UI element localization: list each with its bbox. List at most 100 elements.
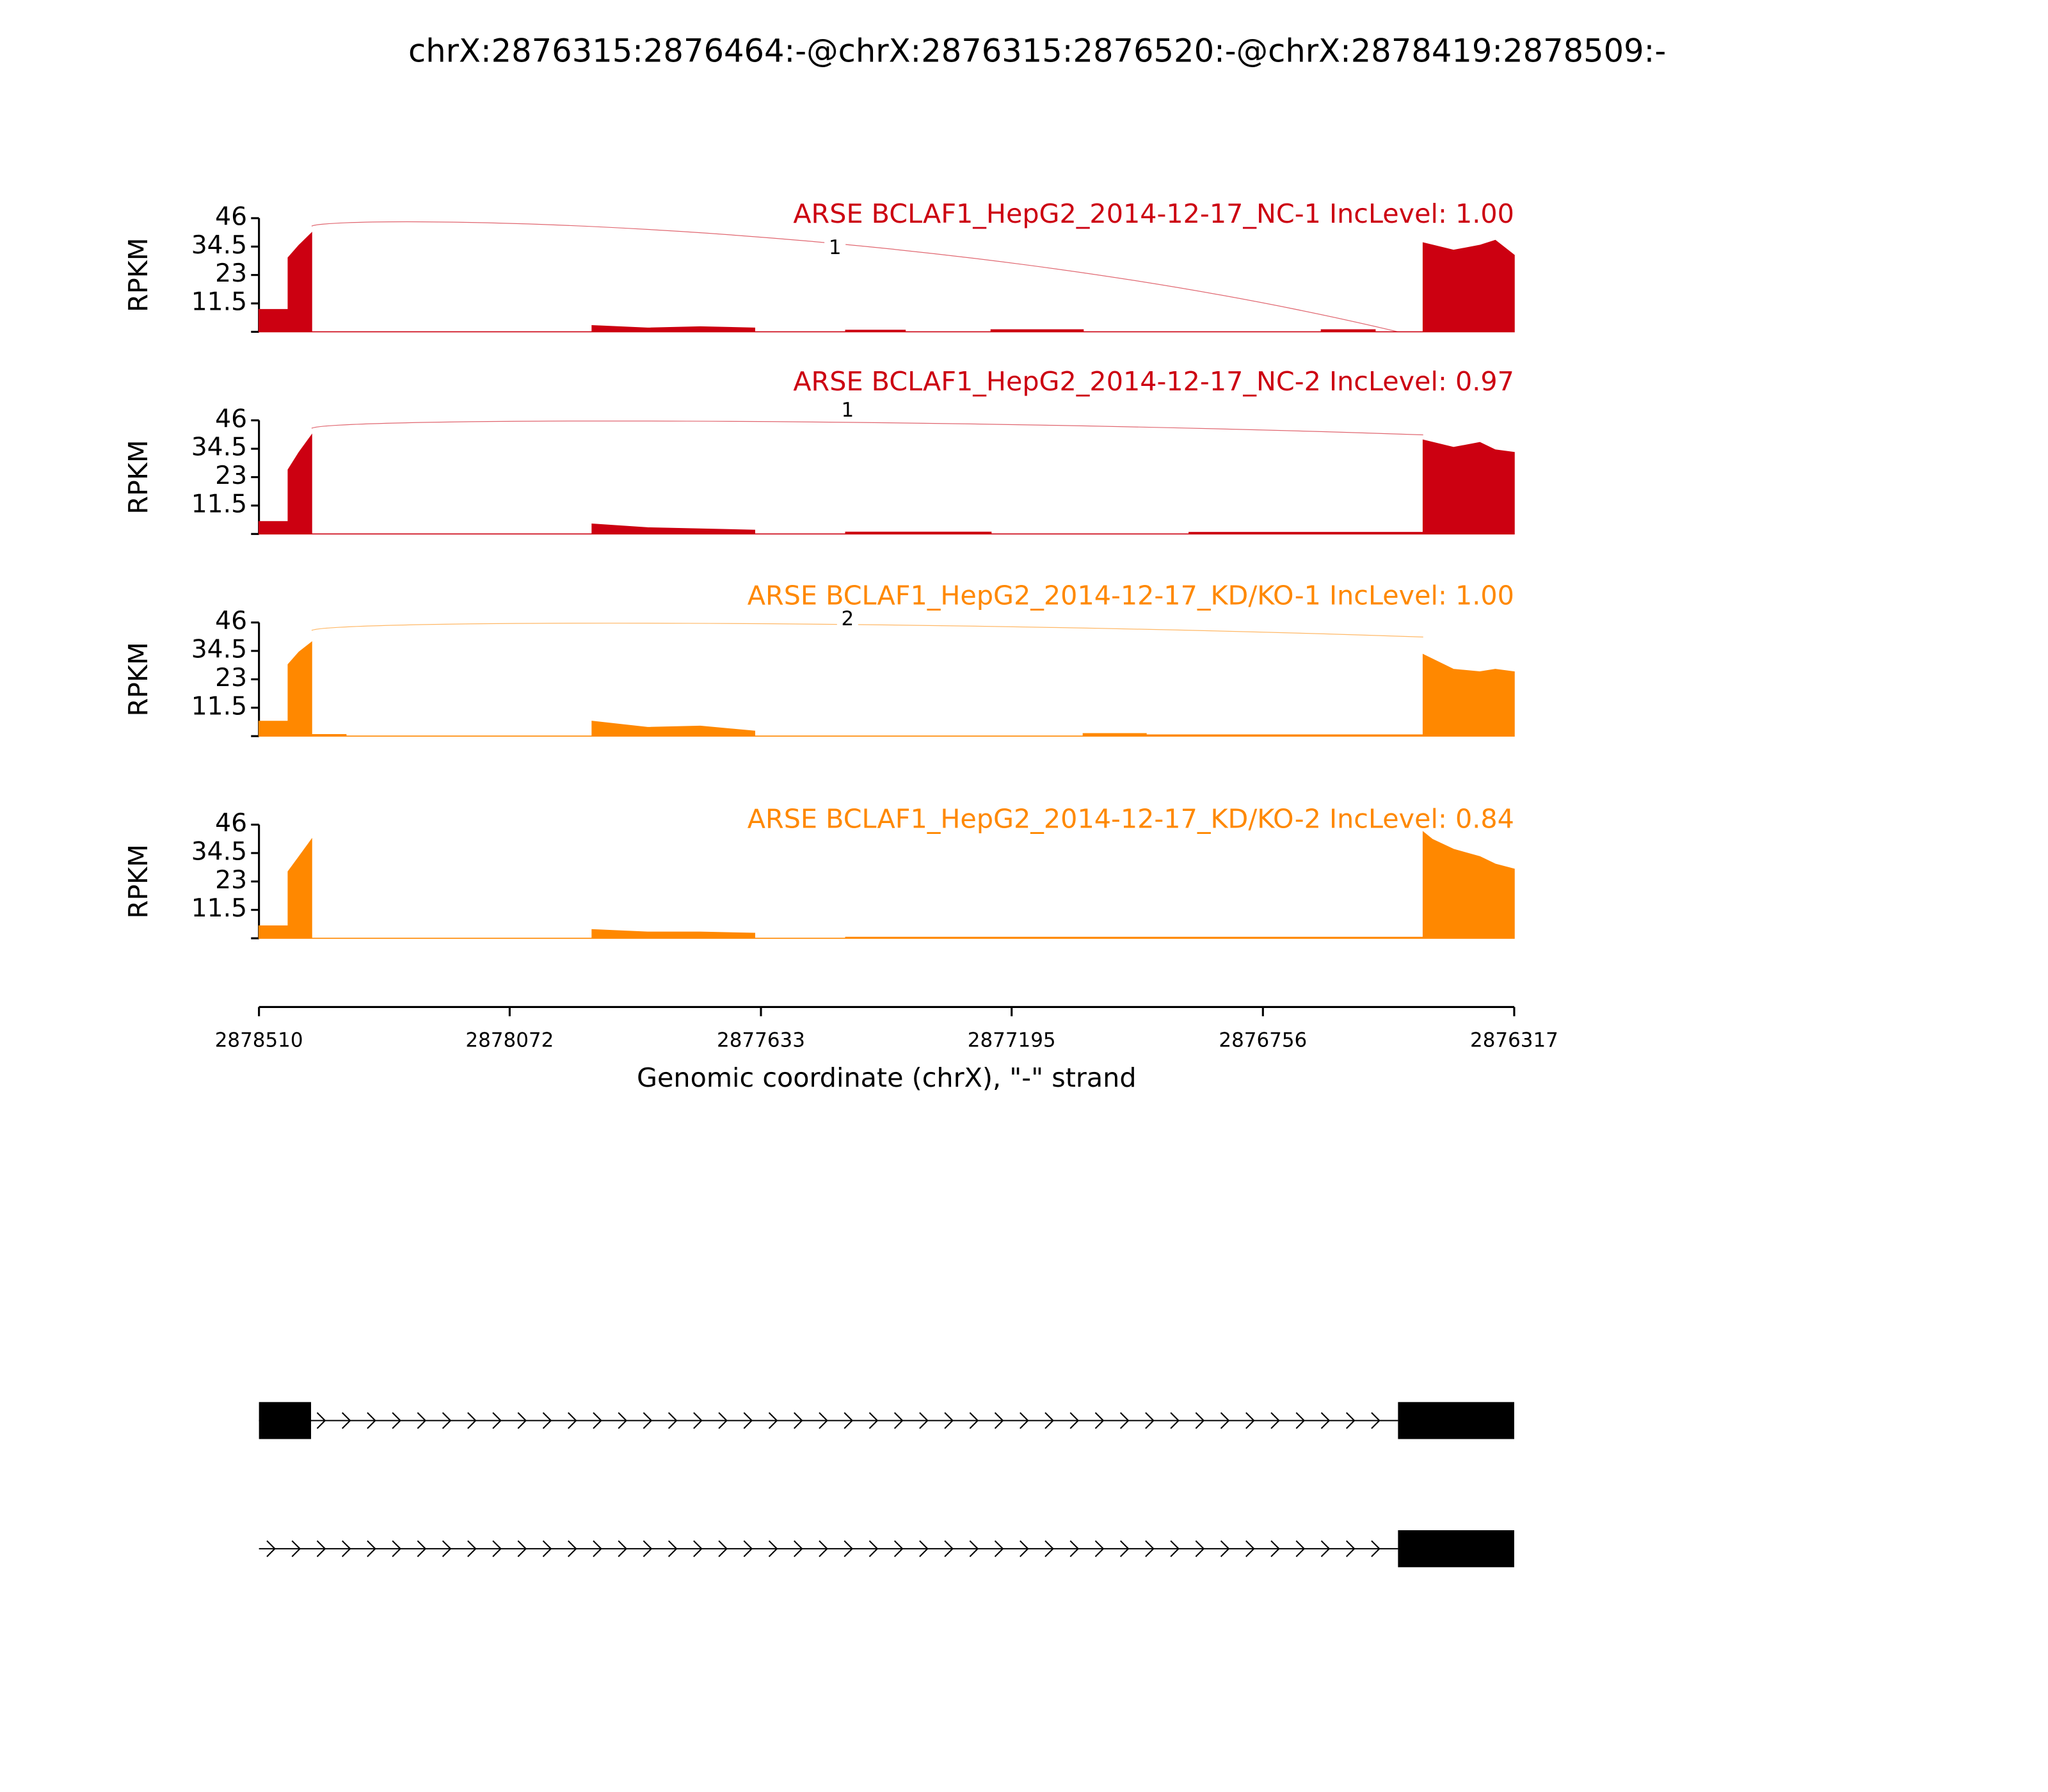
strand-chevron <box>1119 1540 1130 1557</box>
junction-label: 1 <box>829 236 842 259</box>
strand-chevron <box>819 1412 828 1429</box>
strand-chevron <box>367 1540 376 1557</box>
y-tick-label: 11.5 <box>191 692 247 721</box>
strand-chevron <box>969 1540 979 1557</box>
strand-chevron <box>392 1540 402 1557</box>
y-tick-label: 46 <box>215 202 247 231</box>
x-tick-label: 2876317 <box>1470 1029 1558 1052</box>
strand-chevron <box>618 1540 628 1557</box>
strand-chevron <box>743 1412 753 1429</box>
strand-chevron <box>969 1412 979 1429</box>
strand-chevron <box>718 1540 728 1557</box>
strand-chevron <box>1170 1540 1180 1557</box>
strand-chevron <box>1119 1412 1130 1429</box>
x-axis-label: Genomic coordinate (chrX), "-" strand <box>637 1062 1137 1093</box>
strand-chevron <box>341 1540 351 1557</box>
y-tick-label: 11.5 <box>191 490 247 518</box>
junction-label-bg <box>836 400 858 422</box>
strand-chevron <box>794 1412 803 1429</box>
strand-chevron <box>1295 1540 1306 1557</box>
strand-chevron <box>1195 1412 1205 1429</box>
y-tick-label: 46 <box>215 809 247 838</box>
strand-chevron <box>442 1540 452 1557</box>
strand-chevron <box>1044 1412 1054 1429</box>
strand-chevron <box>1170 1412 1180 1429</box>
track-title: ARSE BCLAF1_HepG2_2014-12-17_NC-1 IncLev… <box>793 198 1514 229</box>
junction-label-bg <box>836 609 858 631</box>
strand-chevron <box>442 1412 452 1429</box>
strand-chevron <box>693 1540 703 1557</box>
exon <box>259 1402 312 1439</box>
strand-chevron <box>1145 1412 1155 1429</box>
y-tick-label: 34.5 <box>191 636 247 664</box>
strand-chevron <box>467 1540 477 1557</box>
strand-chevron <box>291 1540 301 1557</box>
y-tick-label: 11.5 <box>191 288 247 317</box>
y-axis-label: RPKM <box>123 844 154 918</box>
strand-chevron <box>944 1412 954 1429</box>
exon <box>1398 1402 1514 1439</box>
strand-chevron <box>768 1412 778 1429</box>
strand-chevron <box>341 1412 351 1429</box>
y-tick-label: 11.5 <box>191 894 247 923</box>
track-title: ARSE BCLAF1_HepG2_2014-12-17_NC-2 IncLev… <box>793 366 1514 397</box>
strand-chevron <box>1245 1412 1255 1429</box>
coverage-area <box>258 433 1515 535</box>
strand-chevron <box>994 1412 1004 1429</box>
strand-chevron <box>316 1540 326 1557</box>
junction-arc <box>311 623 1423 637</box>
x-tick-label: 2876756 <box>1219 1029 1307 1052</box>
strand-chevron <box>743 1540 753 1557</box>
strand-chevron <box>1270 1540 1280 1557</box>
strand-chevron <box>517 1540 527 1557</box>
strand-chevron <box>593 1540 602 1557</box>
y-tick-label: 23 <box>215 461 247 490</box>
strand-chevron <box>467 1412 477 1429</box>
track-title: ARSE BCLAF1_HepG2_2014-12-17_KD/KO-1 Inc… <box>748 580 1514 611</box>
strand-chevron <box>844 1412 854 1429</box>
x-tick-label: 2877195 <box>968 1029 1056 1052</box>
strand-chevron <box>492 1540 502 1557</box>
junction-arc <box>311 420 1423 436</box>
strand-chevron <box>994 1540 1004 1557</box>
strand-chevron <box>868 1540 879 1557</box>
y-tick-label: 34.5 <box>191 433 247 462</box>
strand-chevron <box>1069 1412 1080 1429</box>
strand-chevron <box>919 1412 929 1429</box>
strand-chevron <box>517 1412 527 1429</box>
strand-chevron <box>893 1412 904 1429</box>
strand-chevron <box>868 1412 879 1429</box>
strand-chevron <box>1346 1412 1356 1429</box>
y-axis-label: RPKM <box>123 440 154 514</box>
y-tick-label: 23 <box>215 866 247 895</box>
strand-chevron <box>1020 1540 1029 1557</box>
strand-chevron <box>367 1412 376 1429</box>
y-tick-label: 46 <box>215 607 247 636</box>
y-tick-label: 23 <box>215 664 247 692</box>
x-tick-label: 2877633 <box>717 1029 805 1052</box>
strand-chevron <box>819 1540 828 1557</box>
x-tick-label: 2878072 <box>465 1029 554 1052</box>
strand-chevron <box>1094 1412 1105 1429</box>
strand-chevron <box>1220 1540 1230 1557</box>
strand-chevron <box>1245 1540 1255 1557</box>
junction-label: 2 <box>842 607 854 630</box>
strand-chevron <box>768 1540 778 1557</box>
strand-chevron <box>718 1412 728 1429</box>
strand-chevron <box>1270 1412 1280 1429</box>
strand-chevron <box>1020 1412 1029 1429</box>
coverage-area <box>258 641 1515 737</box>
strand-chevron <box>1094 1540 1105 1557</box>
strand-chevron <box>1295 1412 1306 1429</box>
x-tick-label: 2878510 <box>215 1029 303 1052</box>
strand-chevron <box>1371 1412 1380 1429</box>
y-axis-label: RPKM <box>123 238 154 312</box>
strand-chevron <box>919 1540 929 1557</box>
junction-label: 1 <box>842 399 854 422</box>
y-axis-label: RPKM <box>123 642 154 716</box>
exon <box>1398 1530 1514 1567</box>
strand-chevron <box>1044 1540 1054 1557</box>
strand-chevron <box>944 1540 954 1557</box>
strand-chevron <box>593 1412 602 1429</box>
